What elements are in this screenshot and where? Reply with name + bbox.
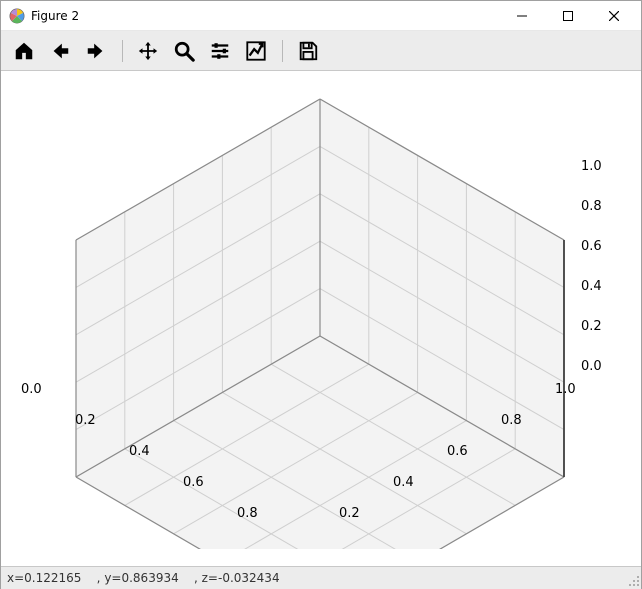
save-button[interactable] bbox=[291, 35, 325, 67]
x-tick-label: 0.0 bbox=[21, 382, 42, 397]
status-x-label: x= bbox=[7, 571, 24, 585]
x-tick-label: 0.6 bbox=[183, 475, 204, 490]
status-sep: , bbox=[81, 571, 104, 585]
x-tick-label: 0.8 bbox=[237, 506, 258, 521]
close-button[interactable] bbox=[591, 1, 637, 31]
y-tick-label: 0.8 bbox=[501, 413, 522, 428]
z-tick-label: 0.0 bbox=[581, 359, 602, 374]
y-tick-label: 0.6 bbox=[447, 444, 468, 459]
maximize-button[interactable] bbox=[545, 1, 591, 31]
zoom-button[interactable] bbox=[167, 35, 201, 67]
z-tick-label: 0.6 bbox=[581, 239, 602, 254]
window-title: Figure 2 bbox=[31, 9, 79, 23]
tick-labels-layer: 0.0 0.2 0.4 0.6 0.8 0.2 0.4 0.6 0.8 1.0 0.0 0.2 0.4 0… bbox=[1, 71, 641, 566]
minimize-icon bbox=[517, 11, 527, 21]
z-tick-label: 1.0 bbox=[581, 159, 602, 174]
status-z-label: z= bbox=[202, 571, 218, 585]
save-icon bbox=[297, 40, 319, 62]
status-sep: , bbox=[179, 571, 202, 585]
status-z-value: -0.032434 bbox=[218, 571, 280, 585]
x-tick-label: 0.2 bbox=[75, 413, 96, 428]
sliders-icon bbox=[209, 40, 231, 62]
y-tick-label: 0.4 bbox=[393, 475, 414, 490]
back-button[interactable] bbox=[43, 35, 77, 67]
edit-axes-button[interactable] bbox=[239, 35, 273, 67]
arrow-right-icon bbox=[85, 40, 107, 62]
toolbar-separator bbox=[115, 35, 129, 67]
home-button[interactable] bbox=[7, 35, 41, 67]
y-tick-label: 1.0 bbox=[555, 382, 576, 397]
z-tick-label: 0.2 bbox=[581, 319, 602, 334]
maximize-icon bbox=[563, 11, 573, 21]
titlebar: Figure 2 bbox=[1, 1, 641, 31]
status-y-value: 0.863934 bbox=[121, 571, 178, 585]
y-tick-label: 0.2 bbox=[339, 506, 360, 521]
move-icon bbox=[137, 40, 159, 62]
minimize-button[interactable] bbox=[499, 1, 545, 31]
toolbar bbox=[1, 31, 641, 71]
configure-subplots-button[interactable] bbox=[203, 35, 237, 67]
home-icon bbox=[13, 40, 35, 62]
magnifier-icon bbox=[173, 40, 195, 62]
resize-grip-icon[interactable] bbox=[628, 575, 640, 587]
forward-button[interactable] bbox=[79, 35, 113, 67]
chart-line-icon bbox=[245, 40, 267, 62]
pan-button[interactable] bbox=[131, 35, 165, 67]
x-tick-label: 0.4 bbox=[129, 444, 150, 459]
matplotlib-app-icon bbox=[9, 8, 25, 24]
status-y-label: y= bbox=[104, 571, 121, 585]
close-icon bbox=[609, 11, 619, 21]
z-tick-label: 0.4 bbox=[581, 279, 602, 294]
figure-canvas[interactable]: 0.0 0.2 0.4 0.6 0.8 0.2 0.4 0.6 0.8 1.0 0.0 0.2 0.4 0… bbox=[1, 71, 641, 566]
status-x-value: 0.122165 bbox=[24, 571, 81, 585]
z-tick-label: 0.8 bbox=[581, 199, 602, 214]
statusbar: x= 0.122165 , y= 0.863934 , z= -0.032434 bbox=[1, 566, 641, 589]
toolbar-separator bbox=[275, 35, 289, 67]
arrow-left-icon bbox=[49, 40, 71, 62]
